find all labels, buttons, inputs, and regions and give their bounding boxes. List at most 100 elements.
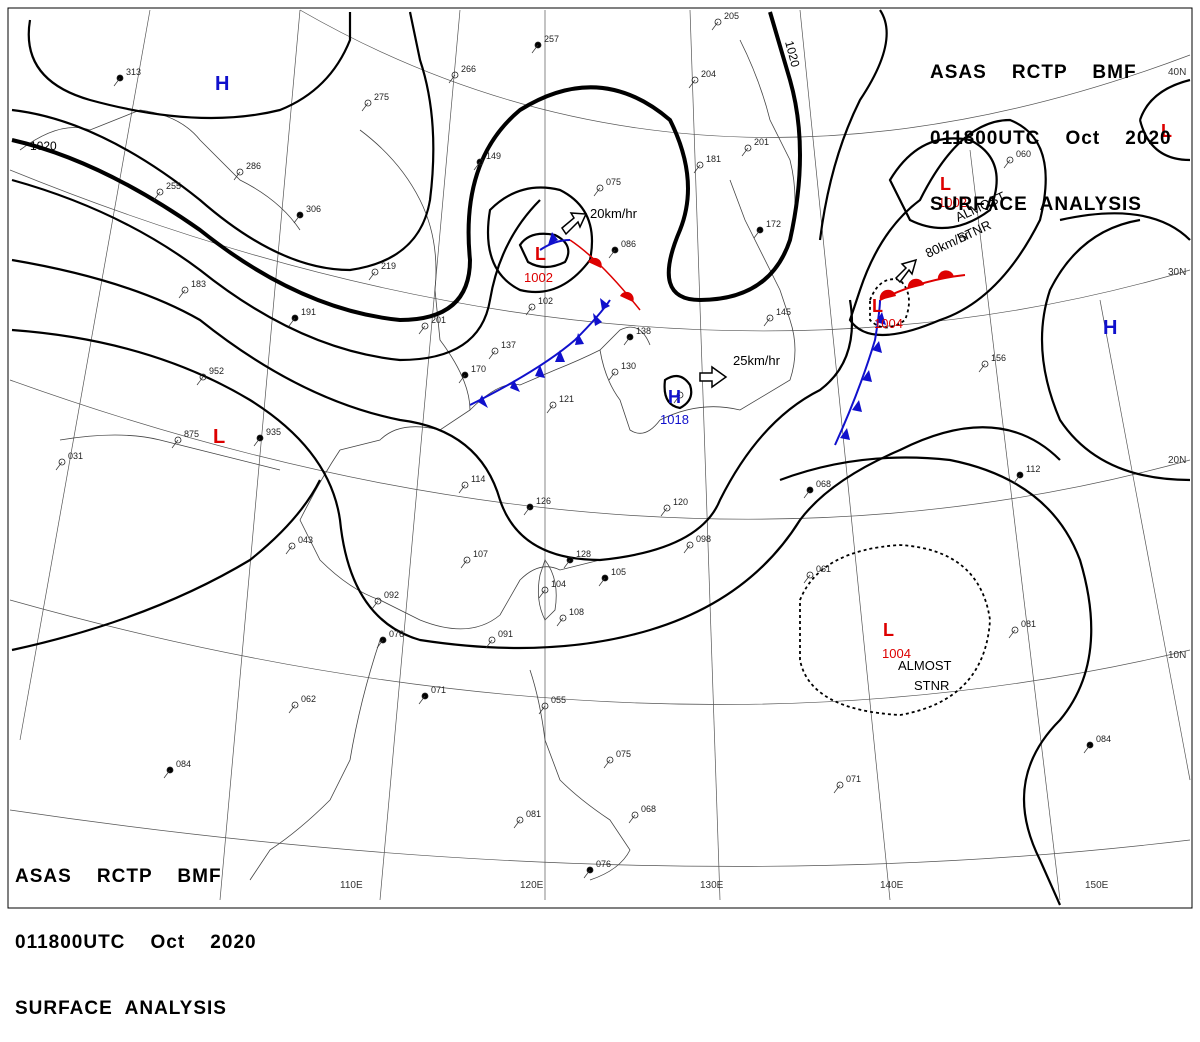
- station-pressure-label: 204: [701, 69, 716, 79]
- motion-arrow-icon: [699, 365, 728, 389]
- wind-barb-icon: [538, 589, 546, 599]
- station-pressure-label: 071: [431, 685, 446, 695]
- station-marker-icon: [631, 811, 639, 819]
- low-center-pressure: 1004: [874, 316, 903, 331]
- station-pressure-label: 286: [246, 161, 261, 171]
- station-pressure-label: 068: [816, 479, 831, 489]
- wind-barb-icon: [376, 639, 384, 649]
- motion-arrows: [561, 212, 918, 389]
- wind-barb-icon: [460, 559, 468, 569]
- station-marker-icon: [516, 816, 524, 824]
- station-marker-icon: [606, 756, 614, 764]
- station-pressure-label: 205: [724, 11, 739, 21]
- station-marker-icon: [1011, 626, 1019, 634]
- wind-barb-icon: [1008, 629, 1016, 639]
- station-pressure-label: 107: [473, 549, 488, 559]
- wind-barb-icon: [418, 695, 426, 705]
- station-pressure-label: 952: [209, 366, 224, 376]
- wind-barb-icon: [563, 559, 571, 569]
- station-pressure-label: 068: [641, 804, 656, 814]
- station-pressure-label: 031: [68, 451, 83, 461]
- station-pressure-label: 313: [126, 67, 141, 77]
- lon-label-130e: 130E: [700, 880, 724, 891]
- station-pressure-label: 130: [621, 361, 636, 371]
- wind-barb-icon: [233, 171, 241, 181]
- station-marker-icon: [806, 571, 814, 579]
- station-pressure-label: 076: [389, 629, 404, 639]
- station-marker-icon: [549, 401, 557, 409]
- station-pressure-label: 255: [166, 181, 181, 191]
- fronts: [469, 232, 966, 446]
- wind-barb-icon: [833, 784, 841, 794]
- station-pressure-label: 076: [596, 859, 611, 869]
- map-header-bottom: ASAS RCTP BMF 011800UTC Oct 2020 SURFACE…: [15, 822, 257, 1042]
- wind-barb-icon: [458, 374, 466, 384]
- high-center-label: H: [1103, 317, 1117, 339]
- wind-barb-icon: [1013, 474, 1021, 484]
- wind-barb-icon: [171, 439, 179, 449]
- surface-analysis-map: 313 266 275 257 205 204 306 255 286 149 181 201 172 2…: [7, 7, 1193, 909]
- wind-barb-icon: [763, 317, 771, 327]
- motion-arrow-icon: [894, 258, 918, 284]
- station-marker-icon: [611, 368, 619, 376]
- wind-barb-icon: [513, 819, 521, 829]
- wind-barb-icon: [556, 617, 564, 627]
- lat-label-20n: 20N: [1168, 455, 1186, 466]
- low-center-label: L: [883, 620, 894, 640]
- isobar-label: 1020: [782, 39, 803, 69]
- lon-label-120e: 120E: [520, 880, 544, 891]
- high-center-label: H: [215, 73, 229, 95]
- station-marker-icon: [451, 71, 459, 79]
- station-pressure-label: 084: [1096, 734, 1111, 744]
- wind-barb-icon: [448, 74, 456, 84]
- wind-barb-icon: [531, 44, 539, 54]
- wind-barb-icon: [371, 600, 379, 610]
- low-center-label: L: [1161, 121, 1172, 141]
- station-pressure-label: 108: [569, 607, 584, 617]
- station-marker-icon: [596, 184, 604, 192]
- wind-barb-icon: [673, 394, 681, 404]
- station-marker-icon: [421, 322, 429, 330]
- station-marker-icon: [686, 541, 694, 549]
- low-center-pressure: 1004: [882, 646, 911, 661]
- station-marker-icon: [463, 556, 471, 564]
- wind-barb-icon: [361, 102, 369, 112]
- wind-barb-icon: [741, 147, 749, 157]
- wind-barb-icon: [603, 759, 611, 769]
- station-pressure-label: 935: [266, 427, 281, 437]
- lon-label-110e: 110E: [340, 880, 363, 891]
- station-marker-icon: [236, 168, 244, 176]
- isobar-label: 1020: [30, 139, 57, 153]
- station-marker-icon: [288, 542, 296, 550]
- station-pressure-label: 098: [696, 534, 711, 544]
- station-pressure-label: 128: [576, 549, 591, 559]
- header-line-time: 011800UTC Oct 2020: [15, 932, 257, 953]
- station-pressure-label: 172: [766, 219, 781, 229]
- station-pressure-label: 060: [1016, 149, 1031, 159]
- map-header-top: ASAS RCTP BMF 011800UTC Oct 2020 SURFACE…: [930, 18, 1172, 238]
- low-center-label: L: [940, 174, 951, 194]
- high-center-pressure: 1018: [660, 412, 689, 427]
- lon-label-150e: 150E: [1085, 880, 1109, 891]
- station-pressure-label: 084: [176, 759, 191, 769]
- wind-barb-icon: [753, 229, 761, 239]
- station-pressure-label: 170: [471, 364, 486, 374]
- station-pressure-label: 081: [1021, 619, 1036, 629]
- wind-barb-icon: [55, 461, 63, 471]
- station-pressure-label: 156: [991, 353, 1006, 363]
- wind-barb-icon: [485, 639, 493, 649]
- station-pressure-label: 061: [816, 564, 831, 574]
- wind-barb-icon: [523, 506, 531, 516]
- station-marker-icon: [559, 614, 567, 622]
- station-marker-icon: [364, 99, 372, 107]
- lat-label-10n: 10N: [1168, 650, 1186, 661]
- station-pressure-label: 092: [384, 590, 399, 600]
- wind-barb-icon: [473, 161, 481, 171]
- station-marker-icon: [58, 458, 66, 466]
- wind-barb-icon: [803, 489, 811, 499]
- station-marker-icon: [696, 161, 704, 169]
- header-line-product: ASAS RCTP BMF: [15, 866, 222, 887]
- station-pressure-label: 104: [551, 579, 566, 589]
- station-marker-icon: [199, 373, 207, 381]
- coastlines: [19, 39, 796, 881]
